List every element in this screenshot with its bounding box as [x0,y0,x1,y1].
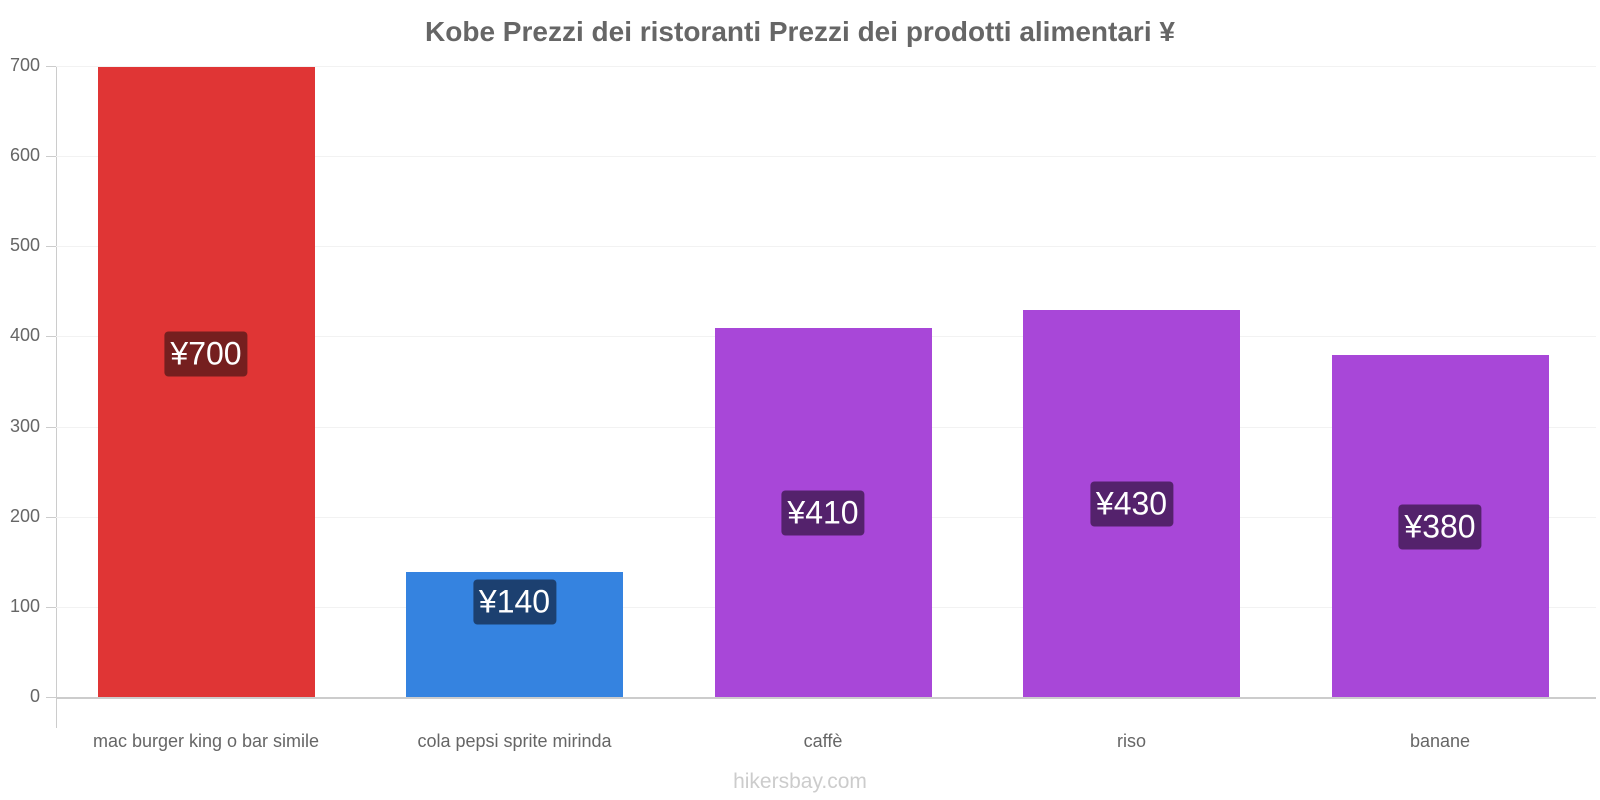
y-tick-mark [46,336,56,338]
y-tick-mark [46,246,56,248]
value-label: ¥700 [164,331,248,377]
value-label: ¥140 [472,579,557,625]
y-tick-label: 300 [9,415,40,436]
watermark: hikersbay.com [733,770,867,793]
x-tick-label: caffè [803,731,843,751]
value-label: ¥380 [1398,504,1482,550]
y-tick-mark [46,516,56,518]
x-tick-label: banane [1409,731,1471,751]
y-tick-mark [46,426,56,428]
value-label: ¥410 [781,490,865,536]
y-tick-label: 600 [9,145,40,166]
x-axis-line [56,697,1596,699]
plot-area: ¥700 ¥140 ¥410 ¥430 ¥380 [56,66,1596,698]
gridline [56,66,1596,67]
y-tick-label: 100 [9,595,40,616]
y-tick-label: 200 [9,505,40,526]
gridline [56,246,1596,248]
y-tick-mark [46,66,56,67]
value-label: ¥430 [1089,481,1174,527]
bar[interactable]: ¥700 [97,67,315,698]
y-tick-mark [46,606,56,608]
bar[interactable]: ¥430 [1023,310,1240,698]
bar[interactable]: ¥410 [714,328,932,698]
y-tick-label: 700 [9,55,40,75]
x-tick-label: mac burger king o bar simile [92,731,320,751]
y-axis-line [56,66,57,728]
y-tick-label: 400 [9,325,40,346]
y-tick-label: 500 [9,235,40,256]
bar[interactable]: ¥380 [1331,355,1549,698]
y-tick-label: 0 [29,686,40,706]
x-tick-label: cola pepsi sprite mirinda [417,731,612,751]
y-tick-mark [46,697,56,698]
bar[interactable]: ¥140 [406,571,623,698]
x-tick-label: riso [1116,731,1146,751]
chart-title: Kobe Prezzi dei ristoranti Prezzi dei pr… [425,16,1175,47]
gridline [56,156,1596,158]
y-tick-mark [46,156,56,158]
